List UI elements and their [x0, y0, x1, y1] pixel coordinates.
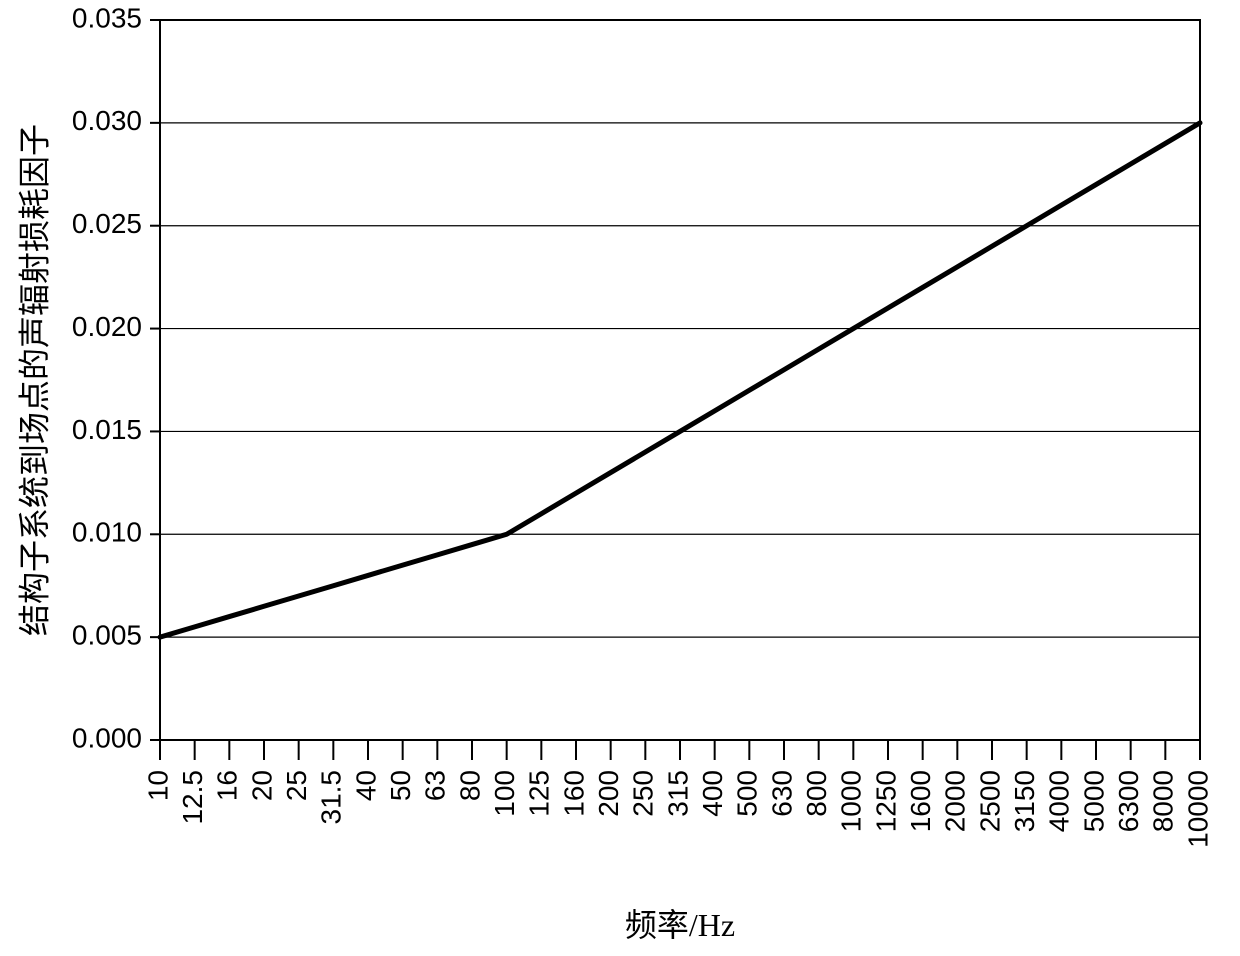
y-tick-label: 0.020	[72, 311, 142, 342]
y-axis-label: 结构子系统到场点的声辐射损耗因子	[16, 124, 52, 636]
x-tick-label: 80	[454, 770, 485, 801]
x-tick-label: 20	[246, 770, 277, 801]
x-tick-label: 16	[212, 770, 243, 801]
x-tick-label: 250	[628, 770, 659, 817]
x-tick-label: 10000	[1182, 770, 1213, 848]
x-tick-label: 400	[697, 770, 728, 817]
y-tick-label: 0.005	[72, 620, 142, 651]
x-tick-label: 25	[281, 770, 312, 801]
x-tick-label: 5000	[1078, 770, 1109, 832]
x-tick-label: 6300	[1113, 770, 1144, 832]
x-tick-label: 8000	[1148, 770, 1179, 832]
x-tick-label: 63	[420, 770, 451, 801]
x-tick-label: 630	[766, 770, 797, 817]
x-tick-label: 40	[350, 770, 381, 801]
y-tick-label: 0.000	[72, 722, 142, 753]
chart-container: 0.000 0.005 0.010 0.015 0.020 0.025 0.030 0.035…	[0, 0, 1240, 956]
y-tick-label: 0.035	[72, 2, 142, 33]
y-tick-label: 0.025	[72, 208, 142, 239]
x-axis-label: 频率/Hz	[625, 907, 735, 943]
x-tick-label: 1250	[870, 770, 901, 832]
x-tick-label: 800	[801, 770, 832, 817]
x-tick-label: 1600	[905, 770, 936, 832]
x-tick-label: 2500	[974, 770, 1005, 832]
x-tick-label: 10	[142, 770, 173, 801]
x-tick-label: 500	[732, 770, 763, 817]
x-tick-label: 160	[558, 770, 589, 817]
x-tick-label: 50	[385, 770, 416, 801]
x-tick-label: 200	[593, 770, 624, 817]
y-tick-label: 0.015	[72, 414, 142, 445]
y-tick-label: 0.030	[72, 105, 142, 136]
x-tick-label: 1000	[836, 770, 867, 832]
x-tick-label: 315	[662, 770, 693, 817]
x-tick-label: 4000	[1044, 770, 1075, 832]
x-tick-label: 31.5	[316, 770, 347, 825]
x-tick-label: 100	[489, 770, 520, 817]
x-tick-label: 12.5	[177, 770, 208, 825]
y-tick-label: 0.010	[72, 517, 142, 548]
x-tick-label: 125	[524, 770, 555, 817]
x-tick-label: 2000	[940, 770, 971, 832]
line-chart: 0.000 0.005 0.010 0.015 0.020 0.025 0.030 0.035…	[0, 0, 1240, 956]
x-tick-label: 3150	[1009, 770, 1040, 832]
